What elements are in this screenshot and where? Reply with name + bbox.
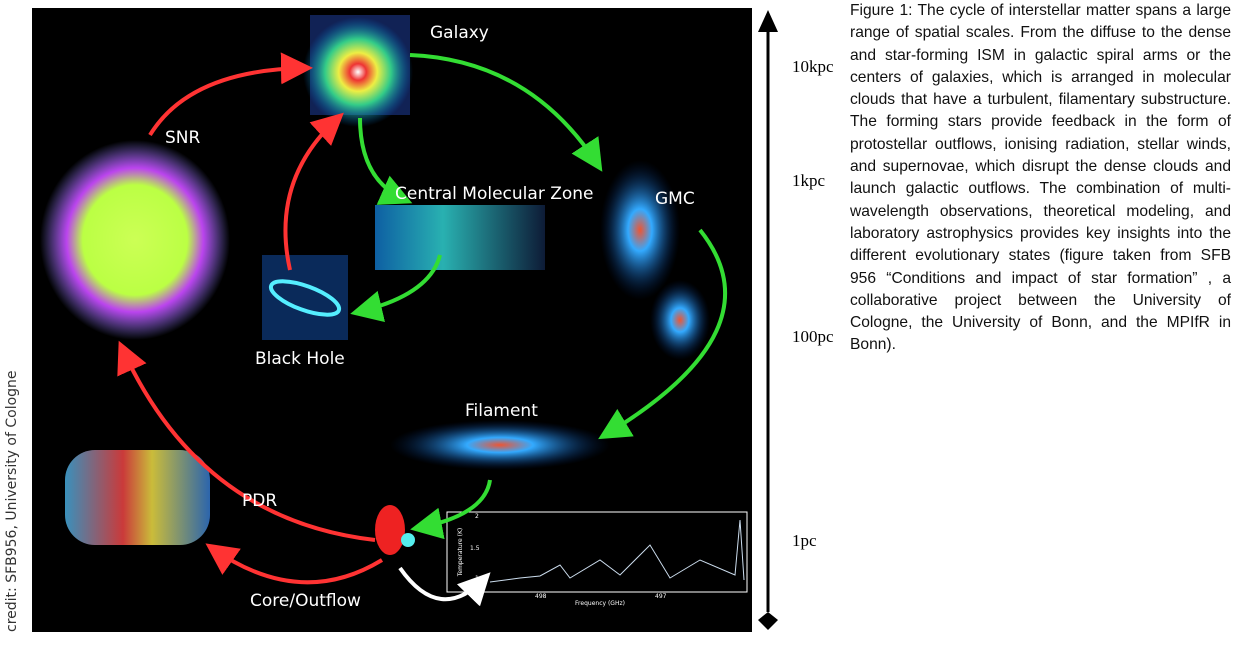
scale-label: 100pc — [792, 327, 834, 346]
spectrum-tick: 2 — [475, 513, 479, 520]
scale-arrowhead — [758, 10, 778, 32]
spectrum-line — [489, 519, 745, 583]
arrow — [410, 479, 492, 540]
arrow — [358, 117, 413, 205]
label: PDR — [242, 491, 277, 511]
caption: Figure 1: The cycle of interstellar matt… — [850, 2, 1231, 354]
core-image — [401, 533, 415, 547]
spectrum-panel — [446, 511, 748, 593]
arrow — [409, 53, 603, 172]
black-hole-image — [262, 255, 348, 340]
arrow — [283, 112, 344, 271]
pdr-image — [65, 450, 210, 545]
spectrum-tick: 498 — [535, 593, 547, 600]
core-image — [375, 505, 405, 555]
scale-label: 1kpc — [792, 171, 826, 190]
label: Filament — [465, 401, 538, 421]
black-hole-disk — [268, 279, 342, 317]
scale-label: 10kpc — [792, 57, 834, 76]
label: Black Hole — [255, 349, 345, 369]
cmz-image — [375, 205, 545, 270]
gmc-image — [600, 160, 680, 300]
scale-arrowhead — [758, 612, 778, 630]
label: Core/Outflow — [250, 591, 361, 611]
spectrum-tick: 497 — [655, 593, 667, 600]
galaxy-image — [303, 17, 413, 127]
label: Central Molecular Zone — [395, 184, 594, 204]
arrow — [350, 254, 442, 323]
gmc-image — [650, 280, 710, 360]
label: Galaxy — [430, 23, 489, 43]
arrow — [117, 340, 376, 542]
label: SNR — [165, 128, 201, 148]
arrow — [598, 228, 727, 440]
snr-image — [40, 140, 230, 340]
filament-image — [390, 420, 610, 470]
arrow — [398, 566, 491, 607]
spectrum-tick: 1 — [475, 575, 479, 582]
scale-label: 1pc — [792, 531, 817, 550]
spectrum-tick: 1.5 — [470, 545, 480, 552]
label: GMC — [655, 189, 695, 209]
figure: Galaxy SNR Central Molecular Zone GMC Bl… — [4, 8, 778, 632]
credit: credit: SFB956, University of Cologne — [4, 370, 20, 632]
arrow — [205, 543, 384, 585]
spectrum-y-label: Temperature (K) — [457, 528, 464, 578]
arrow — [148, 52, 313, 137]
spectrum-x-label: Frequency (GHz) — [575, 600, 625, 607]
